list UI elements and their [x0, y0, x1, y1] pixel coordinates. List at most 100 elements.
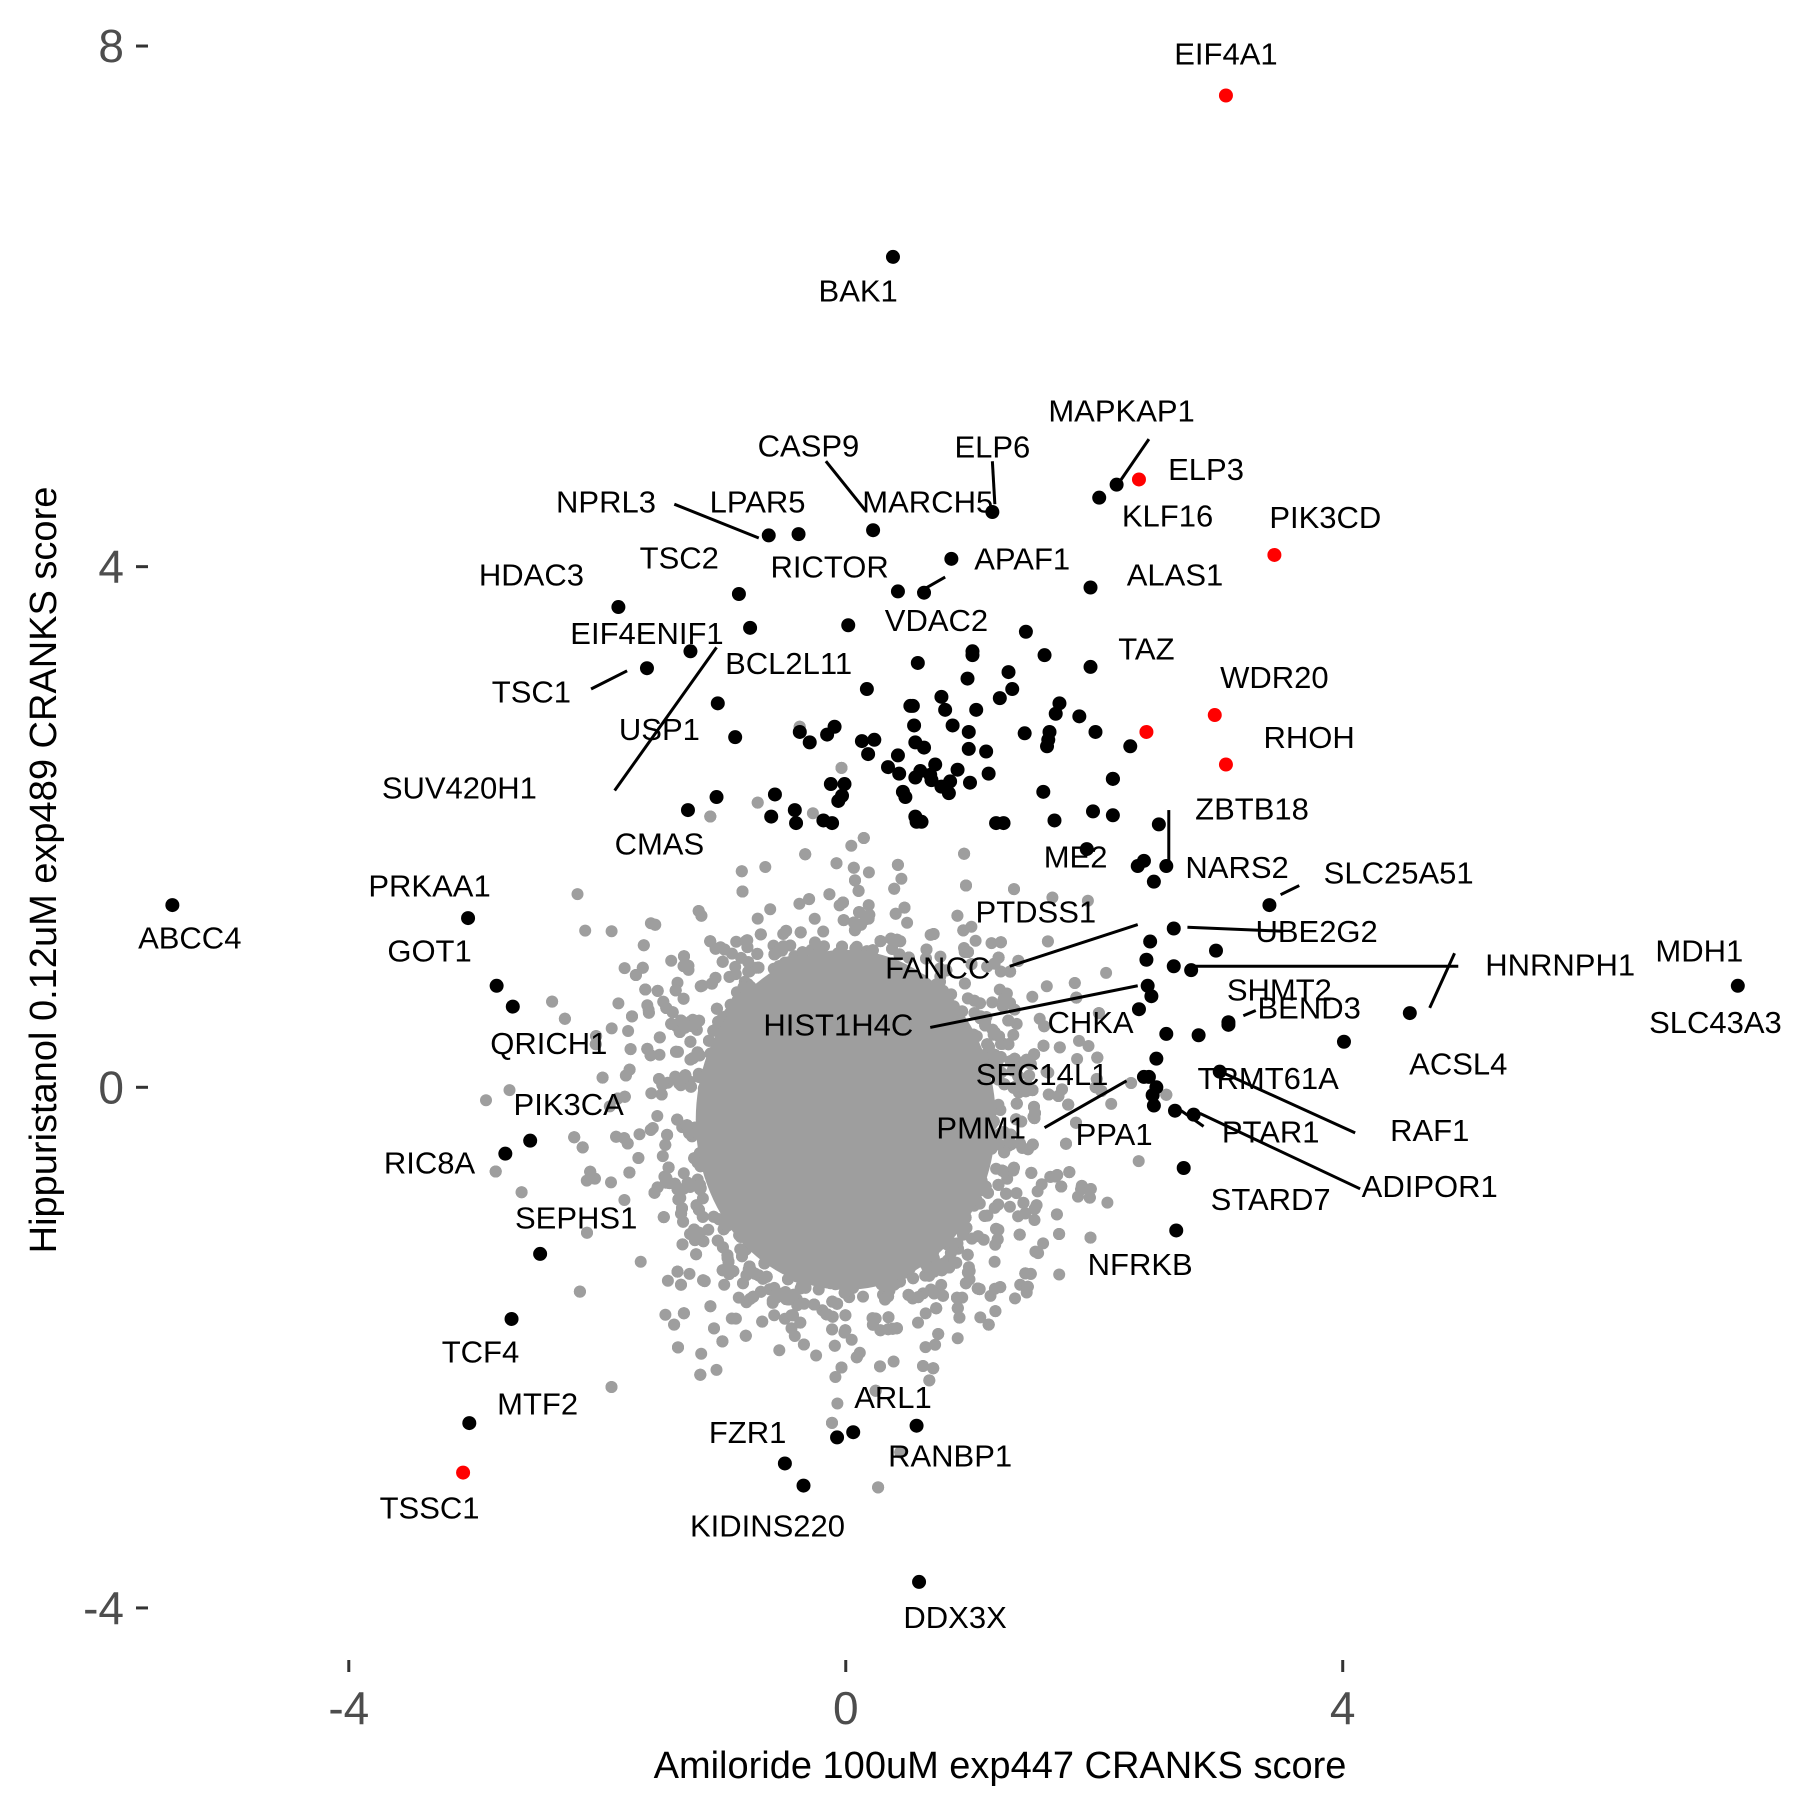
background-point: [1125, 1077, 1138, 1089]
background-point: [929, 1338, 942, 1351]
background-point: [958, 977, 971, 990]
background-point: [661, 1128, 674, 1141]
background-point: [708, 1322, 720, 1335]
background-point: [866, 1318, 879, 1331]
background-point: [1084, 1231, 1097, 1244]
background-point: [611, 1092, 624, 1105]
background-point: [996, 1164, 1009, 1177]
background-point: [848, 916, 860, 929]
background-point: [1024, 1058, 1037, 1070]
background-point: [817, 925, 830, 938]
background-point: [891, 933, 904, 946]
background-point: [1004, 965, 1017, 978]
background-point: [923, 1374, 936, 1387]
background-point: [969, 934, 982, 947]
background-point: [901, 916, 914, 929]
background-point: [637, 939, 650, 952]
background-point: [677, 1307, 690, 1320]
background-point: [961, 992, 974, 1005]
background-point: [571, 888, 584, 901]
background-point: [603, 1100, 616, 1113]
background-point: [651, 984, 664, 997]
background-point: [605, 1022, 618, 1035]
background-point: [845, 839, 858, 852]
background-point: [835, 1361, 848, 1374]
background-point: [651, 1110, 664, 1122]
background-point: [810, 1349, 823, 1362]
background-point: [1019, 1207, 1032, 1220]
background-point: [829, 1371, 842, 1383]
background-point: [919, 1341, 932, 1354]
background-point: [958, 847, 971, 860]
background-point: [642, 1006, 655, 1019]
background-point: [940, 964, 953, 977]
background-point: [716, 1335, 729, 1348]
background-point: [768, 1309, 781, 1322]
background-point: [959, 1277, 972, 1290]
background-point: [736, 885, 749, 898]
background-point: [1040, 980, 1053, 993]
background-point: [1052, 1090, 1065, 1102]
background-point: [1071, 1053, 1084, 1065]
background-point: [649, 918, 662, 931]
background-point: [799, 848, 812, 861]
background-point: [982, 1318, 995, 1331]
background-point: [935, 1278, 948, 1291]
background-point: [633, 1128, 646, 1141]
background-point: [1100, 966, 1113, 979]
background-point: [704, 935, 717, 948]
background-point: [546, 995, 559, 1008]
background-point: [1026, 1084, 1039, 1097]
background-point: [1160, 1088, 1173, 1101]
background-point: [759, 861, 772, 873]
background-point: [645, 1087, 658, 1100]
background-point: [912, 1316, 924, 1329]
background-point: [1002, 1014, 1015, 1027]
background-point: [806, 807, 819, 820]
background-point: [934, 950, 947, 963]
background-point: [994, 1051, 1007, 1063]
background-point: [1010, 1097, 1023, 1110]
background-point: [1089, 1081, 1102, 1094]
background-point: [927, 1362, 940, 1375]
background-point: [1081, 894, 1094, 907]
background-point: [729, 960, 742, 973]
background-point: [1062, 1098, 1075, 1111]
background-point: [1035, 1178, 1048, 1191]
background-point: [690, 1248, 703, 1261]
background-point: [989, 1305, 1002, 1318]
background-point: [961, 1248, 974, 1261]
background-point: [751, 796, 764, 809]
background-point: [668, 1318, 681, 1331]
background-point: [862, 866, 875, 879]
background-point: [1132, 1155, 1145, 1168]
background-point: [1073, 1034, 1085, 1047]
background-point: [674, 1079, 687, 1092]
background-point: [1038, 1020, 1051, 1033]
background-point: [788, 1330, 801, 1342]
background-point: [951, 1291, 963, 1304]
background-point: [1053, 1268, 1066, 1281]
background-point: [676, 1238, 689, 1251]
background-point: [986, 996, 999, 1009]
background-point: [669, 984, 682, 997]
background-point: [1019, 1267, 1032, 1280]
background-point: [661, 1274, 674, 1287]
background-point: [862, 899, 875, 912]
background-point: [887, 1355, 900, 1368]
background-point: [1025, 1166, 1038, 1179]
background-point: [1000, 1187, 1013, 1200]
background-point: [988, 1026, 1001, 1039]
background-point: [1028, 1112, 1041, 1125]
background-point: [480, 1094, 492, 1107]
background-point: [957, 924, 970, 937]
background-point: [794, 1282, 807, 1295]
background-point: [773, 1344, 786, 1357]
background-point: [618, 962, 631, 975]
background-point: [797, 1338, 810, 1351]
background-point: [992, 1198, 1005, 1211]
background-point: [573, 1285, 586, 1298]
background-point: [960, 879, 972, 892]
background-point: [618, 1132, 631, 1145]
